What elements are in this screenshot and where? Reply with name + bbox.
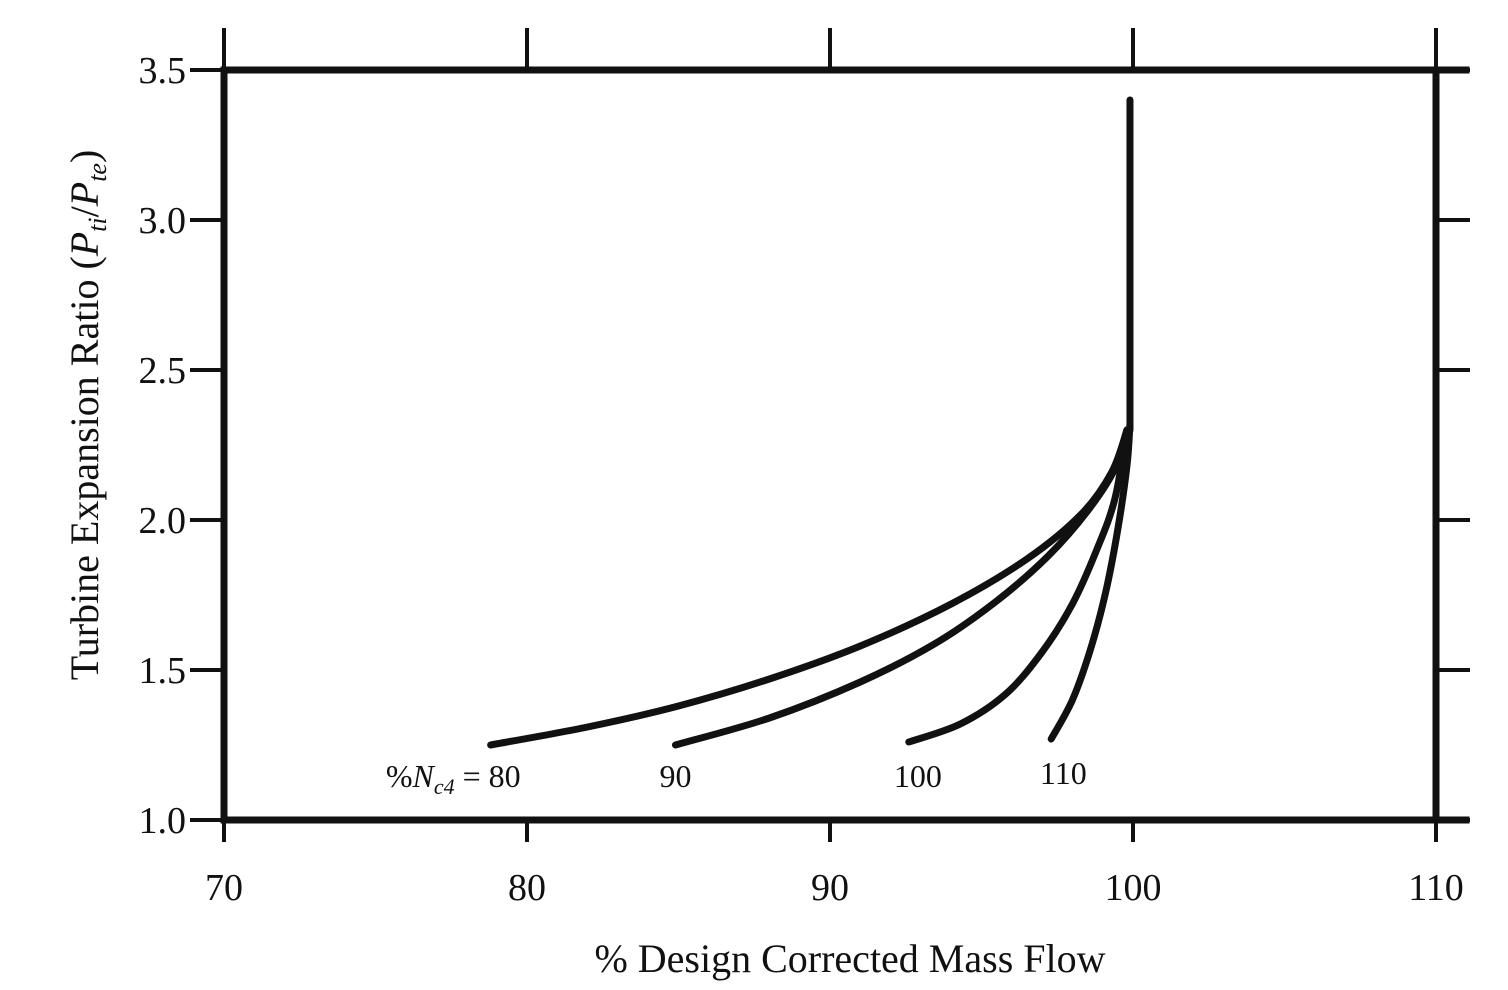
x-tick-label: 90 [811, 867, 849, 909]
y-axis-title: Turbine Expansion Ratio (Pti/Pte) [62, 150, 112, 681]
x-tick-label: 70 [205, 867, 243, 909]
curve-label-90: 90 [659, 758, 691, 794]
curve-labels: %Nc4 = 80 90 100 110 [386, 755, 1087, 799]
speed-line-110 [1047, 420, 1134, 743]
y-tick-label: 3.0 [139, 200, 187, 242]
x-tick-label: 100 [1105, 867, 1162, 909]
speed-line-90 [671, 426, 1131, 749]
x-tick-label: 80 [508, 867, 546, 909]
curve-label-110: 110 [1040, 755, 1087, 791]
speed-line-80 [487, 426, 1131, 749]
curve-label-100: 100 [894, 758, 942, 794]
y-tick-label: 2.5 [139, 350, 187, 392]
speed-line-100 [905, 426, 1131, 746]
y-tick-label: 2.0 [139, 500, 187, 542]
axis-ticks: 70 80 90 100 110 1.0 1.5 2.0 2.5 3.0 3.5 [139, 28, 1470, 909]
x-tick-label: 110 [1408, 867, 1464, 909]
x-axis-title: % Design Corrected Mass Flow [594, 936, 1105, 981]
y-tick-label: 1.5 [139, 650, 187, 692]
y-tick-label: 1.0 [139, 800, 187, 842]
y-tick-label: 3.5 [139, 50, 187, 92]
speed-lines [487, 96, 1134, 749]
curve-label-80: %Nc4 = 80 [386, 758, 521, 799]
plot-frame [220, 66, 1470, 824]
